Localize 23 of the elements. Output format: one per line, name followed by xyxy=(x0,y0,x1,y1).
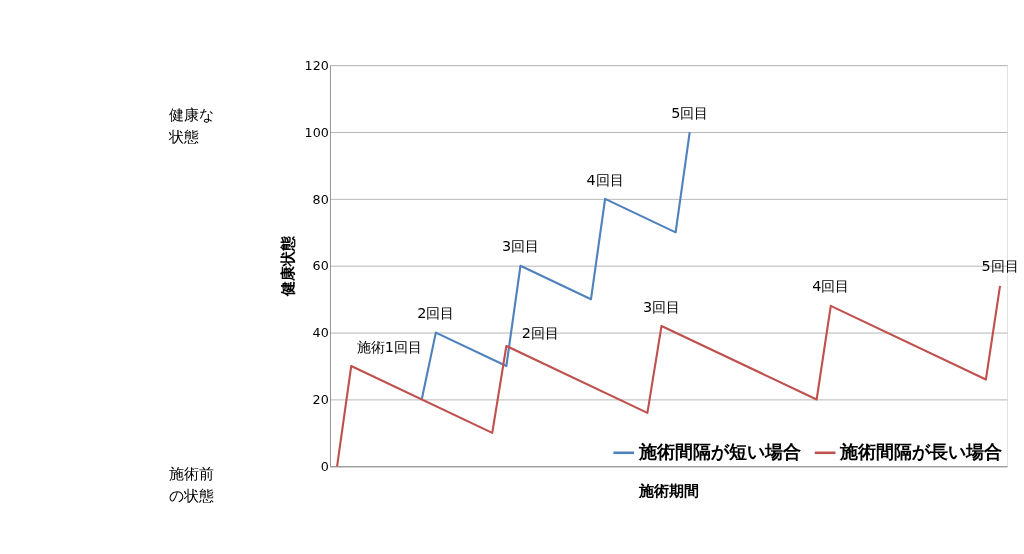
annotation: 3回目 xyxy=(642,298,681,315)
y-tick-label: 0 xyxy=(320,458,329,474)
y-axis-title: 健康状態 xyxy=(278,235,297,298)
annotation: 2回目 xyxy=(417,305,455,322)
annotation: 5回目 xyxy=(981,258,1019,275)
y-tick-label: 40 xyxy=(312,325,329,341)
y-tick-label: 20 xyxy=(312,392,329,408)
y-tick-label: 100 xyxy=(304,124,329,140)
annotation: 5回目 xyxy=(671,104,709,121)
annotation: 4回目 xyxy=(812,278,850,295)
legend-label: 施術間隔が長い場合 xyxy=(839,441,1003,462)
y-tick-label: 80 xyxy=(312,191,329,207)
annotation: 2回目 xyxy=(521,325,559,342)
annotation: 3回目 xyxy=(501,238,540,255)
annotation: 施術1回目 xyxy=(356,338,422,355)
text: 健康な状態 xyxy=(168,106,215,147)
text: 施術前の状態 xyxy=(169,465,215,506)
line-series xyxy=(420,131,691,401)
annotation: 4回目 xyxy=(586,171,624,188)
y-tick-label: 60 xyxy=(312,258,329,274)
y-tick-label: 120 xyxy=(304,57,329,73)
legend-label: 施術間隔が短い場合 xyxy=(637,441,801,462)
x-axis-title: 施術期間 xyxy=(637,481,699,500)
